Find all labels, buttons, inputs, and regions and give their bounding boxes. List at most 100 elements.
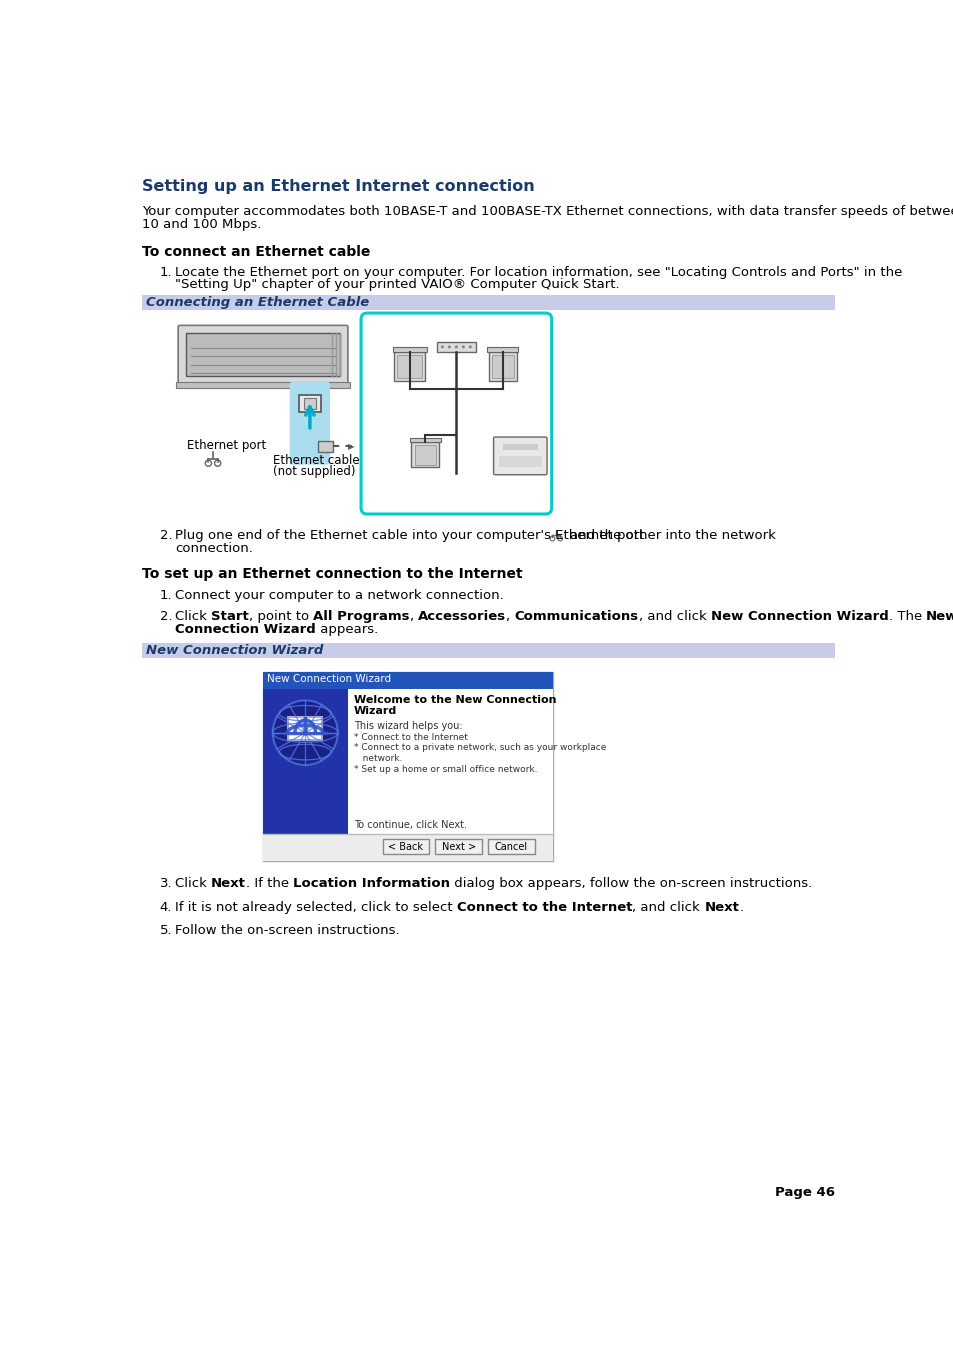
Text: dialog box appears, follow the on-screen instructions.: dialog box appears, follow the on-screen… <box>450 877 812 890</box>
Bar <box>394 351 425 381</box>
Text: Connect to the Internet: Connect to the Internet <box>456 901 632 913</box>
Bar <box>142 295 835 309</box>
Text: Connecting an Ethernet Cable: Connecting an Ethernet Cable <box>146 296 369 309</box>
Bar <box>262 835 553 861</box>
Text: Wizard: Wizard <box>354 705 396 716</box>
Text: 10 and 100 Mbps.: 10 and 100 Mbps. <box>142 218 262 231</box>
Text: This wizard helps you:: This wizard helps you: <box>354 721 462 731</box>
Bar <box>303 397 315 408</box>
Circle shape <box>461 346 464 349</box>
Text: Ethernet cable: Ethernet cable <box>273 454 359 467</box>
Text: * Connect to a private network, such as your workplace: * Connect to a private network, such as … <box>354 743 606 753</box>
Text: To continue, click Next.: To continue, click Next. <box>354 820 467 831</box>
Text: Setting up an Ethernet Internet connection: Setting up an Ethernet Internet connecti… <box>142 180 535 195</box>
Bar <box>502 444 537 450</box>
Text: Your computer accommodates both 10BASE-T and 100BASE-TX Ethernet connections, wi: Your computer accommodates both 10BASE-T… <box>142 205 953 219</box>
Text: Accessories: Accessories <box>417 611 506 623</box>
Bar <box>397 354 422 378</box>
Text: Locate the Ethernet port on your computer. For location information, see "Locati: Locate the Ethernet port on your compute… <box>174 266 902 280</box>
Text: 5.: 5. <box>159 924 172 936</box>
Circle shape <box>447 346 451 349</box>
Text: < Back: < Back <box>388 842 423 851</box>
Text: , and click: , and click <box>632 901 703 913</box>
Text: 4.: 4. <box>159 901 172 913</box>
Text: ,: , <box>410 611 417 623</box>
Text: 2.: 2. <box>159 528 172 542</box>
Text: New Connection Wizard: New Connection Wizard <box>710 611 887 623</box>
Text: Connection Wizard: Connection Wizard <box>174 623 315 636</box>
Text: Click: Click <box>174 877 211 890</box>
Circle shape <box>440 346 443 349</box>
Text: . If the: . If the <box>246 877 294 890</box>
Bar <box>262 671 553 689</box>
Text: Cancel: Cancel <box>495 842 527 851</box>
Text: .: . <box>739 901 742 913</box>
Bar <box>262 689 348 861</box>
Text: ▶: ▶ <box>348 442 354 451</box>
Bar <box>393 347 427 351</box>
Text: and the other into the network: and the other into the network <box>570 528 776 542</box>
Text: 3.: 3. <box>159 877 172 890</box>
Text: Connect your computer to a network connection.: Connect your computer to a network conne… <box>174 589 503 601</box>
Text: ,: , <box>506 611 514 623</box>
Text: New Connection Wizard: New Connection Wizard <box>267 674 391 684</box>
Circle shape <box>273 700 337 765</box>
Text: "Setting Up" chapter of your printed VAIO® Computer Quick Start.: "Setting Up" chapter of your printed VAI… <box>174 278 619 292</box>
Text: * Connect to the Internet: * Connect to the Internet <box>354 732 468 742</box>
Text: Welcome to the New Connection: Welcome to the New Connection <box>354 694 556 705</box>
Circle shape <box>468 346 472 349</box>
Bar <box>262 671 553 861</box>
Text: , and click: , and click <box>639 611 710 623</box>
Text: Communications: Communications <box>514 611 639 623</box>
Text: Ethernet port: Ethernet port <box>187 439 267 451</box>
Text: 2.: 2. <box>159 611 172 623</box>
Text: , point to: , point to <box>249 611 313 623</box>
Bar <box>288 717 322 740</box>
Text: Follow the on-screen instructions.: Follow the on-screen instructions. <box>174 924 399 936</box>
Bar <box>186 334 340 376</box>
Text: Start: Start <box>211 611 249 623</box>
Bar <box>175 382 350 389</box>
Circle shape <box>558 536 562 540</box>
Text: If it is not already selected, click to select: If it is not already selected, click to … <box>174 901 456 913</box>
Bar <box>382 839 429 854</box>
Text: To connect an Ethernet cable: To connect an Ethernet cable <box>142 246 371 259</box>
Text: To set up an Ethernet connection to the Internet: To set up an Ethernet connection to the … <box>142 567 522 581</box>
FancyBboxPatch shape <box>178 326 348 384</box>
Bar <box>436 342 476 351</box>
Bar <box>488 839 534 854</box>
Bar <box>298 394 320 412</box>
Text: appears.: appears. <box>315 623 377 636</box>
Bar <box>488 351 517 381</box>
Circle shape <box>205 461 212 466</box>
Circle shape <box>214 461 220 466</box>
Text: Click: Click <box>174 611 211 623</box>
Bar <box>498 457 541 467</box>
Bar <box>410 438 440 442</box>
Bar <box>411 442 439 467</box>
Bar <box>142 643 835 658</box>
Text: New: New <box>925 611 953 623</box>
Text: Location Information: Location Information <box>294 877 450 890</box>
Text: Next: Next <box>211 877 246 890</box>
Circle shape <box>550 536 555 540</box>
Bar <box>435 839 481 854</box>
Bar <box>492 354 513 378</box>
Circle shape <box>455 346 457 349</box>
Text: * Set up a home or small office network.: * Set up a home or small office network. <box>354 765 537 774</box>
Bar <box>348 689 553 861</box>
Text: Plug one end of the Ethernet cable into your computer's Ethernet port: Plug one end of the Ethernet cable into … <box>174 528 643 542</box>
Text: Next >: Next > <box>441 842 476 851</box>
Bar <box>317 440 333 451</box>
Text: connection.: connection. <box>174 542 253 555</box>
FancyBboxPatch shape <box>290 381 330 465</box>
Text: All Programs: All Programs <box>313 611 410 623</box>
Text: 1.: 1. <box>159 266 172 280</box>
Bar <box>415 446 436 465</box>
Text: . The: . The <box>887 611 925 623</box>
Text: Page 46: Page 46 <box>775 1186 835 1200</box>
Text: (not supplied): (not supplied) <box>273 466 355 478</box>
Text: network.: network. <box>354 754 402 763</box>
Text: 1.: 1. <box>159 589 172 601</box>
Bar <box>487 347 517 351</box>
